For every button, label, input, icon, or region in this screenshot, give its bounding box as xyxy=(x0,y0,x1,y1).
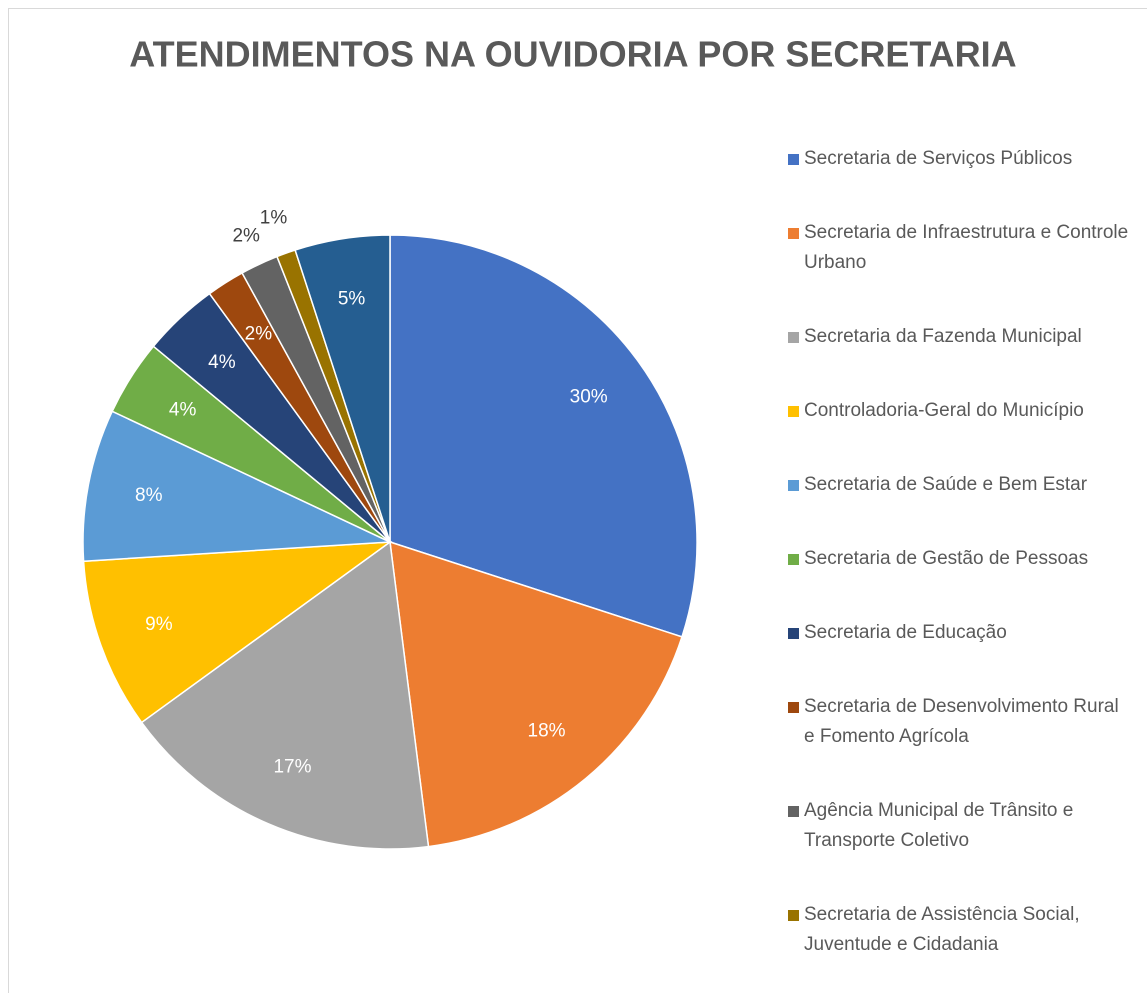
legend-item: Controladoria-Geral do Município xyxy=(788,396,1133,426)
legend-item: Secretaria de Gestão de Pessoas xyxy=(788,544,1133,574)
legend-swatch xyxy=(788,480,799,491)
legend-swatch xyxy=(788,332,799,343)
chart-border xyxy=(8,8,1147,993)
pie-slice xyxy=(294,234,391,543)
data-label: 8% xyxy=(135,485,163,506)
legend-swatch xyxy=(788,806,799,817)
data-label: 1% xyxy=(260,208,288,229)
legend-label: Secretaria de Saúde e Bem Estar xyxy=(804,474,1088,495)
legend-swatch xyxy=(788,554,799,565)
pie-slice xyxy=(389,234,698,638)
legend-item: Secretaria da Fazenda Municipal xyxy=(788,322,1133,352)
legend-item: Secretaria de Saúde e Bem Estar xyxy=(788,470,1133,500)
legend-swatch xyxy=(788,228,799,239)
legend-swatch xyxy=(788,910,799,921)
legend-label: Controladoria-Geral do Município xyxy=(804,400,1084,421)
chart-title: ATENDIMENTOS NA OUVIDORIA POR SECRETARIA xyxy=(129,34,1016,75)
legend-item: Secretaria de Infraestrutura e Controle … xyxy=(788,218,1133,278)
legend-label: Agência Municipal de Trânsito e Transpor… xyxy=(804,800,1074,851)
data-label: 17% xyxy=(273,756,311,777)
legend-swatch xyxy=(788,702,799,713)
data-label: 2% xyxy=(245,324,273,345)
pie-slice xyxy=(82,410,391,563)
legend-item: Secretaria de Assistência Social, Juvent… xyxy=(788,900,1133,960)
pie-slice xyxy=(82,541,393,724)
legend-swatch xyxy=(788,154,799,165)
legend-item: Secretaria de Desenvolvimento Rural e Fo… xyxy=(788,692,1133,752)
legend-label: Secretaria de Gestão de Pessoas xyxy=(804,548,1089,569)
data-label: 4% xyxy=(208,352,236,373)
legend-item: Secretaria de Serviços Públicos xyxy=(788,144,1133,174)
data-label: 5% xyxy=(338,288,366,309)
legend-item: Secretaria de Educação xyxy=(788,618,1133,648)
legend-item: Agência Municipal de Trânsito e Transpor… xyxy=(788,796,1133,856)
data-label: 4% xyxy=(169,399,197,420)
data-label: 18% xyxy=(528,720,566,741)
legend-label: Secretaria de Educação xyxy=(804,622,1007,643)
data-label: 9% xyxy=(145,614,173,635)
legend-label: Secretaria da Fazenda Municipal xyxy=(804,326,1082,347)
legend-label: Secretaria de Infraestrutura e Controle … xyxy=(804,222,1129,273)
pie-slice xyxy=(140,540,430,850)
legend-label: Secretaria de Assistência Social, Juvent… xyxy=(804,904,1080,955)
legend-swatch xyxy=(788,406,799,417)
legend-label: Secretaria de Desenvolvimento Rural e Fo… xyxy=(804,696,1119,747)
legend-label: Secretaria de Serviços Públicos xyxy=(804,148,1073,169)
legend-swatch xyxy=(788,628,799,639)
data-label: 30% xyxy=(570,387,608,408)
data-label: 2% xyxy=(232,225,260,246)
legend: Secretaria de Serviços Públicos Secretari… xyxy=(788,144,1133,993)
pie-slice xyxy=(389,540,683,848)
